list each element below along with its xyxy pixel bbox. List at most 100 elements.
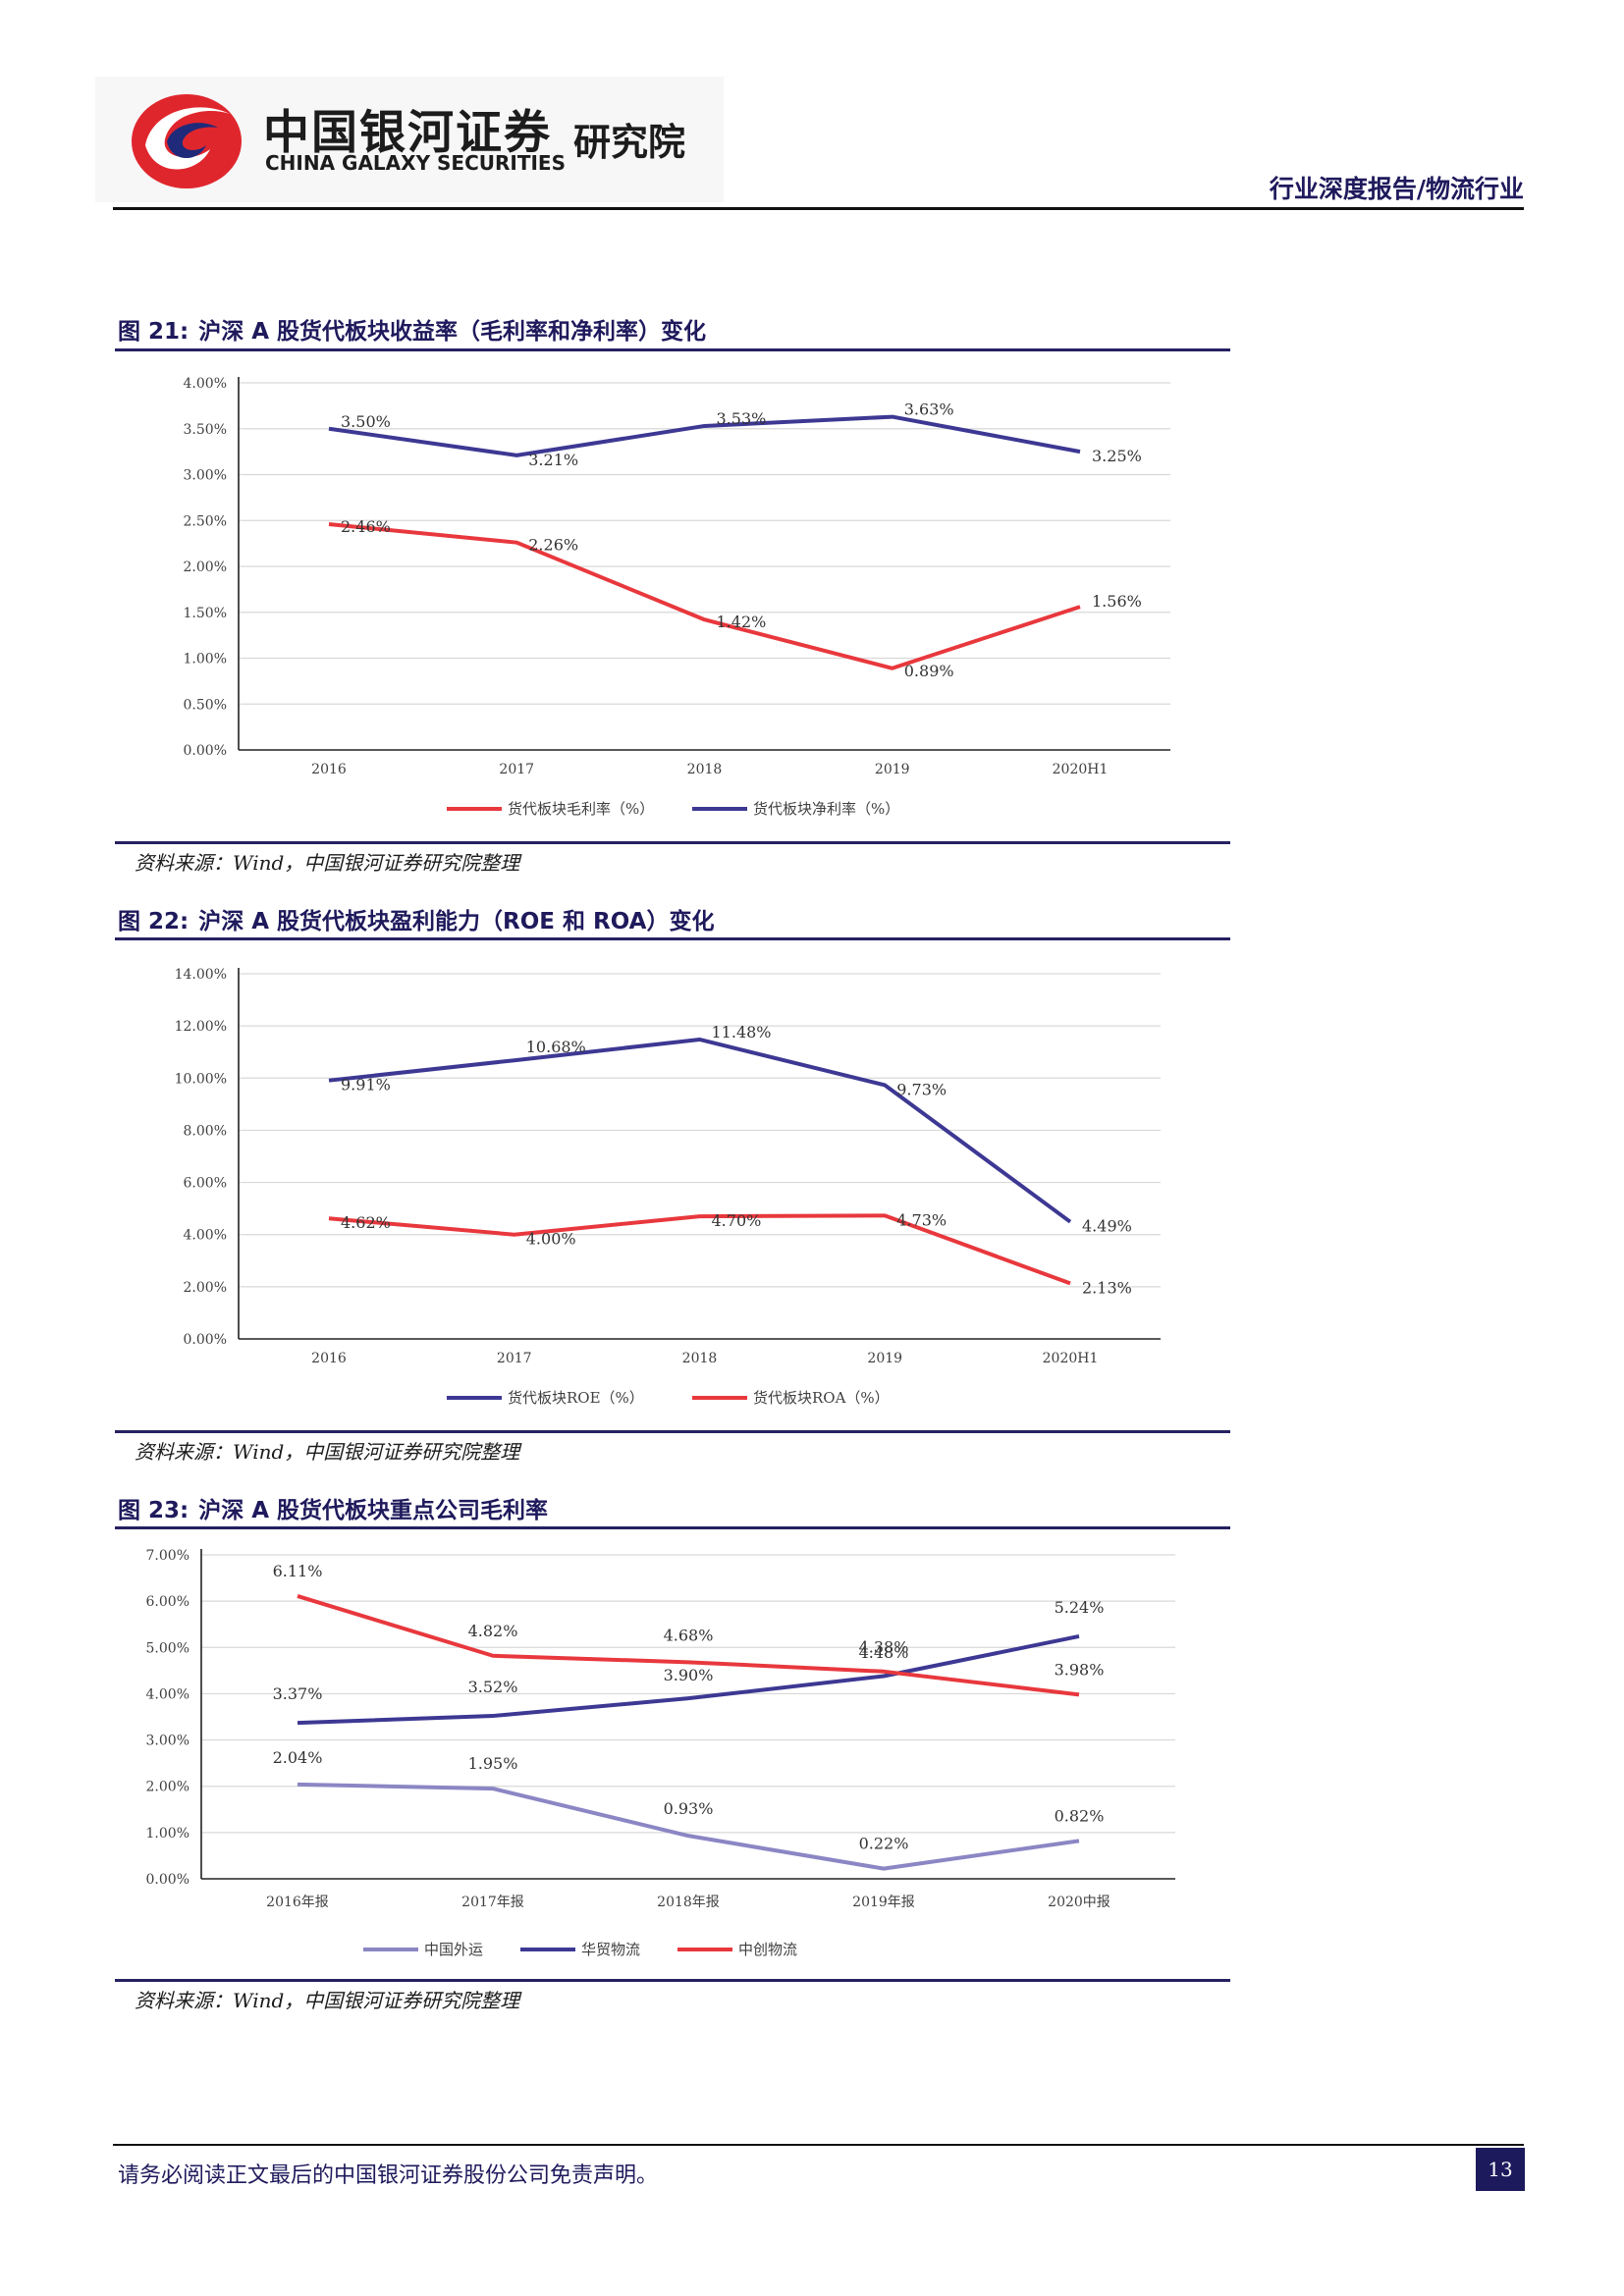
logo-institute: 研究院 <box>573 121 686 164</box>
series-line-2 <box>297 1634 1080 1726</box>
x-tick-label: 2017年报 <box>461 1895 524 1910</box>
legend-label: 货代板块ROA（%） <box>753 1389 890 1407</box>
data-label: 1.56% <box>1092 592 1142 611</box>
data-label: 3.63% <box>904 400 954 419</box>
data-label: 9.91% <box>341 1076 391 1095</box>
page-number: 13 <box>1476 2148 1525 2191</box>
y-tick-label: 3.00% <box>146 1734 189 1749</box>
figure-21-number: 图 21: <box>118 319 189 345</box>
data-label: 2.46% <box>341 517 391 536</box>
legend-label: 中国外运 <box>424 1941 483 1958</box>
series-line-1 <box>328 1037 1072 1224</box>
x-tick-label: 2016 <box>311 762 347 777</box>
figure-22-caption: 沪深 A 股货代板块盈利能力（ROE 和 ROA）变化 <box>198 909 715 934</box>
figure-23-chart: 0.00% 1.00% 2.00% 3.00% 4.00% 5.00% 6.00% 7.00%… <box>146 1548 1175 1958</box>
y-tick-label: 7.00% <box>146 1548 189 1564</box>
figure-23-title: 图 23: 沪深 A 股货代板块重点公司毛利率 <box>118 1491 548 1524</box>
data-label: 3.21% <box>528 451 578 469</box>
x-tick-label: 2016 <box>311 1351 347 1366</box>
data-label: 3.52% <box>468 1678 518 1696</box>
x-tick-label: 2018年报 <box>657 1895 720 1910</box>
data-label: 4.38% <box>859 1638 909 1657</box>
figure-22-chart: 0.00% 2.00% 4.00% 6.00% 8.00% 10.00% 12.00% 14.… <box>175 967 1161 1407</box>
y-tick-label: 1.50% <box>184 606 227 621</box>
series-line-2 <box>328 414 1081 457</box>
data-label: 4.70% <box>712 1211 762 1230</box>
figure-22-top-rule <box>115 937 1230 940</box>
x-tick-label: 2020H1 <box>1043 1351 1099 1366</box>
data-label: 3.98% <box>1055 1660 1105 1679</box>
y-tick-label: 5.00% <box>146 1640 189 1656</box>
figure-21-title: 图 21: 沪深 A 股货代板块收益率（毛利率和净利率）变化 <box>118 312 706 346</box>
figure-23-caption: 沪深 A 股货代板块重点公司毛利率 <box>198 1498 549 1523</box>
data-label: 2.13% <box>1082 1278 1132 1297</box>
y-tick-label: 12.00% <box>175 1019 227 1035</box>
y-tick-label: 10.00% <box>175 1071 227 1087</box>
y-tick-label: 3.00% <box>184 468 227 484</box>
data-label: 4.68% <box>664 1626 714 1644</box>
y-tick-label: 4.00% <box>146 1686 189 1702</box>
y-tick-label: 4.00% <box>184 376 227 392</box>
y-tick-label: 0.00% <box>184 1332 227 1348</box>
x-tick-label: 2018 <box>682 1351 718 1366</box>
y-tick-label: 3.50% <box>184 422 227 438</box>
legend-label: 货代板块毛利率（%） <box>508 800 654 818</box>
data-label: 4.48% <box>859 1643 909 1662</box>
data-label: 10.68% <box>526 1038 586 1056</box>
y-tick-label: 0.50% <box>184 697 227 713</box>
data-label: 5.24% <box>1055 1598 1105 1617</box>
data-label: 4.00% <box>526 1230 576 1249</box>
y-tick-label: 2.00% <box>184 560 227 575</box>
data-label: 0.22% <box>859 1835 909 1853</box>
x-tick-label: 2020中报 <box>1048 1895 1110 1910</box>
y-tick-label: 0.00% <box>184 743 227 759</box>
legend-label: 货代板块净利率（%） <box>753 800 899 818</box>
data-label: 3.37% <box>273 1684 323 1703</box>
figure-22-source: 资料来源：Wind，中国银河证券研究院整理 <box>135 1440 520 1464</box>
y-tick-label: 1.00% <box>184 652 227 667</box>
x-tick-label: 2020H1 <box>1053 762 1109 777</box>
legend-label: 华贸物流 <box>581 1941 640 1958</box>
legend-label: 中创物流 <box>738 1941 797 1958</box>
x-tick-label: 2019 <box>867 1351 902 1366</box>
figure-22-number: 图 22: <box>118 909 189 934</box>
data-label: 2.26% <box>528 536 578 555</box>
data-label: 3.53% <box>717 409 767 428</box>
y-tick-label: 2.50% <box>184 513 227 529</box>
y-tick-label: 0.00% <box>146 1872 189 1888</box>
data-label: 1.42% <box>717 613 767 631</box>
logo-chinese-name: 中国银河证券 <box>263 106 552 160</box>
logo-english-name: CHINA GALAXY SECURITIES <box>265 151 566 175</box>
series-line-1 <box>297 1782 1080 1871</box>
y-tick-label: 4.00% <box>184 1228 227 1244</box>
data-label: 4.82% <box>468 1622 518 1640</box>
figure-21-source: 资料来源：Wind，中国银河证券研究院整理 <box>135 851 520 875</box>
data-label: 4.62% <box>341 1213 391 1232</box>
y-tick-label: 1.00% <box>146 1826 189 1842</box>
data-label: 0.82% <box>1055 1806 1105 1825</box>
footer-divider <box>113 2144 1524 2146</box>
data-label: 11.48% <box>712 1023 772 1041</box>
data-label: 0.89% <box>904 662 954 680</box>
legend-label: 货代板块ROE（%） <box>508 1389 644 1407</box>
report-category: 行业深度报告/物流行业 <box>1269 175 1524 203</box>
x-tick-label: 2019年报 <box>852 1895 915 1910</box>
data-label: 3.25% <box>1092 447 1142 465</box>
figure-23-top-rule <box>115 1526 1230 1529</box>
x-tick-label: 2019 <box>875 762 910 777</box>
galaxy-logo-icon <box>132 94 242 188</box>
y-tick-label: 6.00% <box>146 1594 189 1610</box>
y-tick-label: 2.00% <box>146 1780 189 1795</box>
y-tick-label: 8.00% <box>184 1123 227 1139</box>
data-label: 3.50% <box>341 412 391 431</box>
x-tick-label: 2017 <box>497 1351 532 1366</box>
series-line-3 <box>297 1594 1080 1697</box>
series-line-2 <box>328 1213 1071 1286</box>
data-label: 6.11% <box>273 1562 323 1580</box>
data-label: 3.90% <box>664 1666 714 1684</box>
data-label: 4.73% <box>896 1210 947 1229</box>
figure-23-number: 图 23: <box>118 1498 189 1523</box>
data-label: 0.93% <box>664 1799 714 1818</box>
series-line-1 <box>328 521 1081 670</box>
figure-21-top-rule <box>115 348 1230 351</box>
